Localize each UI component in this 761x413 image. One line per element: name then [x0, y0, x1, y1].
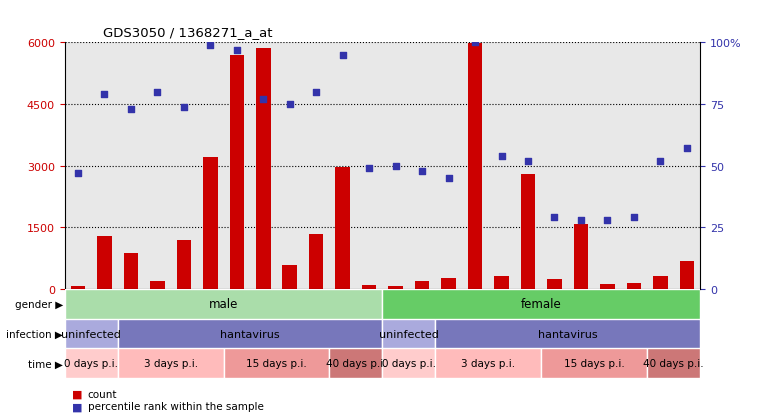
Point	[390, 163, 402, 170]
Bar	[150, 281, 164, 289]
Point	[310, 89, 323, 96]
Text: time ▶: time ▶	[28, 358, 63, 368]
Point	[522, 158, 534, 165]
Bar	[177, 241, 191, 289]
Point	[628, 214, 640, 221]
Text: ■: ■	[72, 401, 83, 411]
Point	[72, 170, 84, 177]
Text: 0 days p.i.: 0 days p.i.	[64, 358, 118, 368]
Point	[231, 47, 243, 54]
Text: 40 days p.i.: 40 days p.i.	[326, 358, 387, 368]
Bar	[336, 168, 350, 289]
Text: 3 days p.i.: 3 days p.i.	[461, 358, 515, 368]
Text: uninfected: uninfected	[379, 329, 439, 339]
Point	[204, 43, 216, 49]
Bar	[71, 286, 85, 289]
Bar	[123, 254, 139, 289]
Text: 15 days p.i.: 15 days p.i.	[246, 358, 307, 368]
Point	[495, 153, 508, 160]
Bar	[547, 280, 562, 289]
Text: uninfected: uninfected	[61, 329, 121, 339]
Bar	[65, 319, 118, 349]
Text: hantavirus: hantavirus	[220, 329, 280, 339]
Bar	[647, 349, 700, 378]
Point	[681, 146, 693, 152]
Bar	[626, 284, 642, 289]
Text: percentile rank within the sample: percentile rank within the sample	[88, 401, 263, 411]
Bar	[282, 265, 297, 289]
Bar	[382, 349, 435, 378]
Bar	[541, 349, 647, 378]
Text: infection ▶: infection ▶	[6, 329, 63, 339]
Text: male: male	[209, 297, 238, 311]
Text: 40 days p.i.: 40 days p.i.	[643, 358, 704, 368]
Bar	[435, 349, 541, 378]
Bar	[468, 44, 482, 289]
Point	[284, 102, 296, 108]
Point	[336, 52, 349, 59]
Bar	[441, 278, 456, 289]
Bar	[415, 281, 429, 289]
Point	[257, 97, 269, 103]
Point	[98, 92, 110, 98]
Text: hantavirus: hantavirus	[538, 329, 597, 339]
Text: 15 days p.i.: 15 days p.i.	[564, 358, 625, 368]
Bar	[362, 285, 377, 289]
Bar	[65, 289, 382, 319]
Point	[469, 40, 481, 47]
Point	[178, 104, 190, 111]
Point	[575, 217, 587, 223]
Bar	[203, 157, 218, 289]
Bar	[521, 174, 535, 289]
Point	[549, 214, 561, 221]
Bar	[230, 56, 244, 289]
Bar	[97, 237, 112, 289]
Point	[654, 158, 667, 165]
Bar	[224, 349, 330, 378]
Bar	[382, 319, 435, 349]
Point	[363, 165, 375, 172]
Bar	[435, 319, 700, 349]
Bar	[118, 319, 382, 349]
Bar	[309, 234, 323, 289]
Point	[601, 217, 613, 223]
Bar	[388, 286, 403, 289]
Bar	[118, 349, 224, 378]
Bar	[494, 276, 509, 289]
Text: ■: ■	[72, 389, 83, 399]
Point	[151, 89, 164, 96]
Text: GDS3050 / 1368271_a_at: GDS3050 / 1368271_a_at	[103, 26, 272, 39]
Text: count: count	[88, 389, 117, 399]
Bar	[574, 225, 588, 289]
Point	[442, 175, 454, 182]
Text: female: female	[521, 297, 562, 311]
Text: 3 days p.i.: 3 days p.i.	[144, 358, 198, 368]
Text: gender ▶: gender ▶	[15, 299, 63, 309]
Bar	[65, 349, 118, 378]
Bar	[330, 349, 382, 378]
Bar	[600, 284, 615, 289]
Bar	[680, 261, 694, 289]
Bar	[382, 289, 700, 319]
Text: 0 days p.i.: 0 days p.i.	[382, 358, 436, 368]
Bar	[653, 276, 667, 289]
Bar	[256, 49, 271, 289]
Point	[416, 168, 428, 174]
Point	[125, 107, 137, 113]
